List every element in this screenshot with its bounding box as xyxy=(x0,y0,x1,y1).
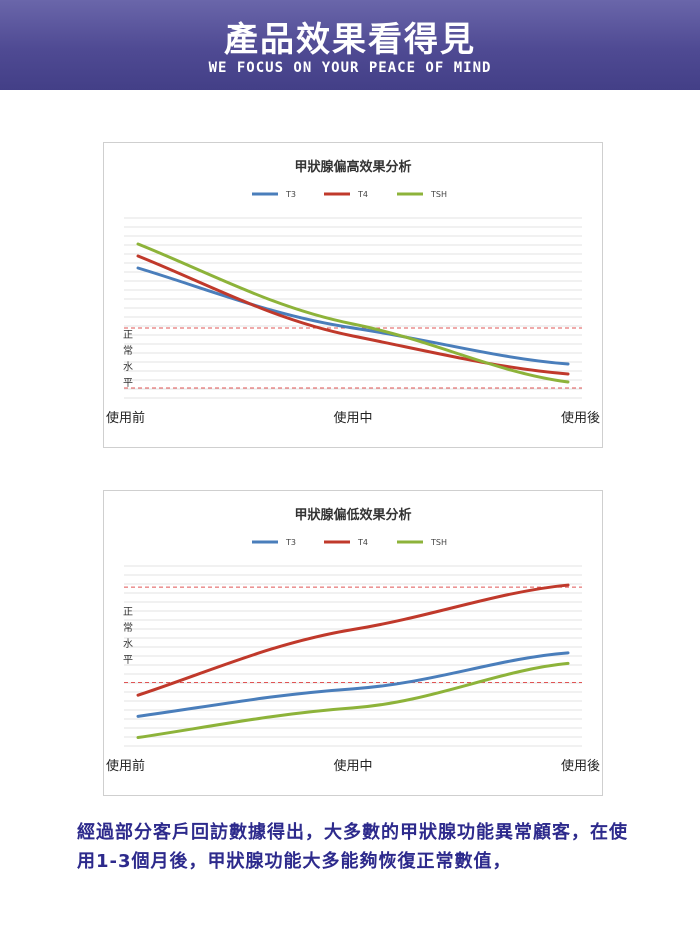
page-subtitle: WE FOCUS ON YOUR PEACE OF MIND xyxy=(208,60,492,76)
x-label: 使用後 xyxy=(561,758,600,774)
x-label: 使用中 xyxy=(333,758,372,774)
x-label: 使用前 xyxy=(106,758,145,774)
series-line-t3 xyxy=(136,651,570,718)
chart-low-thyroid: 甲狀腺偏低效果分析 T3 T4 TSH 正常水平使用前 使用中 使用後 xyxy=(103,490,603,796)
legend-label-tsh: TSH xyxy=(430,538,447,547)
legend-label-t4: T4 xyxy=(357,190,368,199)
chart-title: 甲狀腺偏低效果分析 xyxy=(294,507,411,523)
x-label: 使用後 xyxy=(561,410,600,426)
chart-high-thyroid: 甲狀腺偏高效果分析 T3 T4 TSH 正常水平使用前 使用中 使用後 xyxy=(103,142,603,448)
y-band-label: 正常水平 xyxy=(123,330,133,389)
page-title: 產品效果看得見 xyxy=(224,20,476,60)
series-line-t4 xyxy=(136,583,570,697)
series-line-t3 xyxy=(136,266,570,366)
legend-label-tsh: TSH xyxy=(430,190,447,199)
chart-title: 甲狀腺偏高效果分析 xyxy=(294,159,411,175)
series-line-tsh xyxy=(136,661,570,740)
footer-text: 經過部分客戶回訪數據得出，大多數的甲狀腺功能異常顧客，在使用1-3個月後，甲狀腺… xyxy=(77,822,628,872)
legend-label-t3: T3 xyxy=(285,538,296,547)
y-band-label: 正常水平 xyxy=(123,607,133,666)
legend-label-t4: T4 xyxy=(357,538,368,547)
legend-label-t3: T3 xyxy=(285,190,296,199)
series-line-tsh xyxy=(136,242,570,384)
x-label: 使用前 xyxy=(106,410,145,426)
header-banner: 產品效果看得見 WE FOCUS ON YOUR PEACE OF MIND xyxy=(0,0,700,90)
series-line-t4 xyxy=(136,254,570,376)
x-label: 使用中 xyxy=(333,410,372,426)
